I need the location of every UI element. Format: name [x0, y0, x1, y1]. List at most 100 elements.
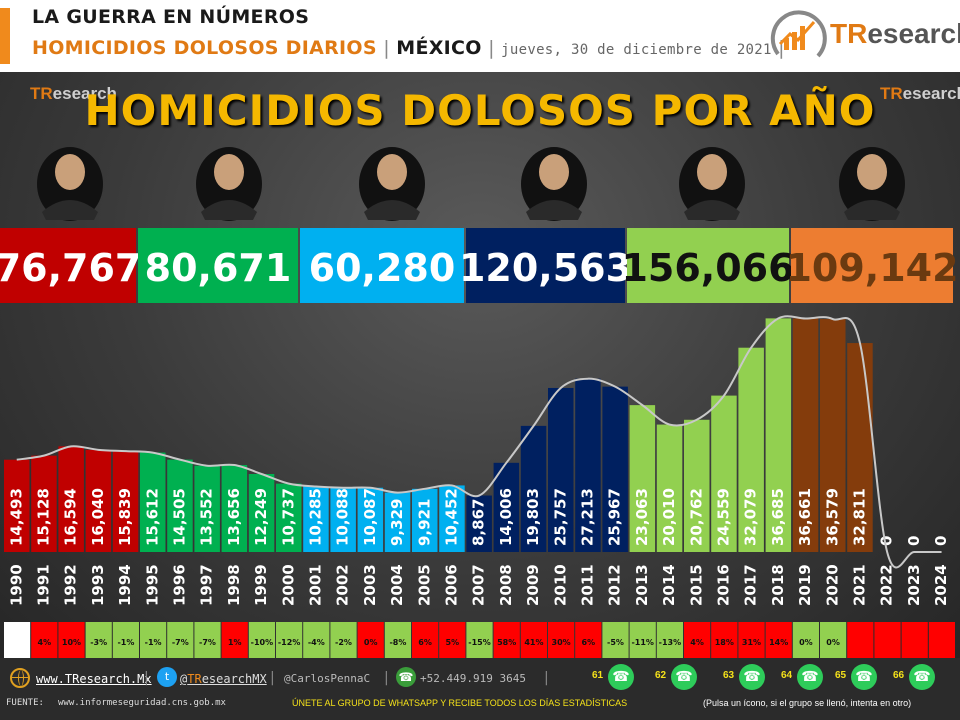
x-tick-label: 2021 [850, 564, 868, 606]
bar-value-label: 10,088 [334, 488, 352, 546]
panel-logo-right: TResearch [880, 84, 960, 104]
bar-1994 [112, 451, 139, 552]
header-separator: | [771, 37, 785, 59]
brand-tr: TR [830, 18, 868, 49]
twitter-link-at[interactable]: @ [180, 672, 188, 686]
phone-number[interactable]: +52.449.919 3645 [420, 672, 526, 685]
president-zedillo-portrait-suit [201, 200, 257, 220]
bar-2012 [602, 386, 628, 552]
pct-change-cell [4, 622, 31, 658]
bar-value-label: 20,010 [660, 488, 678, 546]
president-2: 80,671 [138, 147, 298, 303]
x-tick-label: 2019 [796, 564, 814, 606]
whatsapp-icon[interactable]: ☎ [909, 664, 935, 690]
x-tick-label: 2002 [334, 564, 352, 606]
president-fox-portrait-suit [364, 200, 420, 220]
pct-change-cell [820, 622, 847, 658]
x-tick-label: 2012 [606, 564, 624, 606]
bar-value-label: 15,128 [34, 488, 52, 546]
pct-change-cell [928, 622, 955, 658]
pct-change-cell [140, 622, 167, 658]
bar-1992 [58, 446, 84, 552]
pct-change-cell [384, 622, 411, 658]
website-link-rest[interactable]: esearch.Mx [79, 672, 152, 686]
pct-change-cell [656, 622, 683, 658]
bar-2002 [330, 487, 356, 552]
bar-2008 [493, 462, 520, 552]
pct-change-label: -15% [468, 638, 490, 647]
pct-change-label: -12% [278, 638, 300, 647]
pct-change-cell [575, 622, 602, 658]
panel-logo-tr: TR [880, 84, 903, 103]
twitter-link[interactable]: @TResearchMX [180, 672, 267, 686]
whatsapp-icon[interactable]: ☎ [851, 664, 877, 690]
bar-2019 [792, 318, 819, 552]
twitter-link-tr[interactable]: TR [187, 672, 202, 686]
x-tick-label: 1992 [62, 564, 80, 606]
bar-value-label: 8,867 [470, 499, 488, 546]
bar-value-label: 32,079 [742, 488, 760, 546]
twitter-link-rest[interactable]: esearchMX [201, 672, 267, 686]
bar-1993 [85, 449, 112, 552]
pct-change-label: 58% [497, 638, 516, 647]
president-amlo-portrait-face [857, 154, 887, 190]
bar-2021 [847, 343, 873, 552]
footer-separator: | [544, 670, 549, 686]
whatsapp-note: (Pulsa un ícono, si el grupo se llenó, i… [703, 698, 912, 708]
pct-change-label: -5% [607, 638, 624, 647]
whatsapp-icon[interactable]: ☎ [739, 664, 765, 690]
president-total-value: 156,066 [621, 246, 794, 290]
whatsapp-icon[interactable]: ☎ [608, 664, 634, 690]
x-tick-label: 1993 [89, 564, 107, 606]
president-total-value: 80,671 [145, 246, 292, 290]
website-link-tr[interactable]: www.TR [36, 672, 80, 686]
footer-separator: | [144, 670, 149, 686]
x-tick-label: 2024 [932, 564, 950, 606]
president-pena-portrait-suit [684, 200, 740, 220]
bar-2014 [656, 424, 683, 552]
footer-separator: | [384, 670, 389, 686]
bar-value-label: 13,552 [198, 488, 216, 546]
whatsapp-icon[interactable]: ☎ [797, 664, 823, 690]
pct-change-cell [466, 622, 493, 658]
x-tick-label: 2009 [524, 564, 542, 606]
bar-value-label: 27,213 [578, 488, 596, 546]
x-tick-label: 2016 [714, 564, 732, 606]
pct-change-label: -8% [389, 638, 406, 647]
president-total-box [791, 228, 953, 303]
pct-change-cell [330, 622, 357, 658]
x-tick-label: 1990 [7, 564, 25, 606]
pct-change-cell [765, 622, 792, 658]
pct-change-cell [112, 622, 139, 658]
source-url[interactable]: www.informeseguridad.cns.gob.mx [58, 698, 226, 708]
chart-title: HOMICIDIOS DOLOSOS POR AÑO [84, 86, 876, 135]
website-link[interactable]: www.TResearch.Mx [36, 672, 152, 686]
president-total-value: 120,563 [459, 246, 632, 290]
bar-2013 [629, 405, 656, 552]
author-twitter[interactable]: @CarlosPennaC [284, 672, 371, 685]
pct-change-cell [684, 622, 711, 658]
pct-change-cell [520, 622, 547, 658]
pct-change-cell [439, 622, 466, 658]
x-tick-label: 2007 [470, 564, 488, 606]
twitter-icon[interactable]: t [157, 667, 177, 687]
bar-2015 [684, 419, 710, 552]
president-3: 60,280 [300, 147, 464, 303]
pct-change-cell [31, 622, 58, 658]
trend-line [16, 315, 942, 569]
x-tick-label: 2005 [415, 564, 433, 606]
president-total-box [300, 228, 464, 303]
pct-change-label: -3% [90, 638, 107, 647]
pct-change-label: 0% [799, 638, 813, 647]
whatsapp-group-number: 65 [835, 670, 847, 681]
header-country: MÉXICO [396, 37, 482, 59]
pct-change-label: 0% [364, 638, 378, 647]
pct-change-cell [847, 622, 874, 658]
president-5: 156,066 [621, 147, 795, 303]
phone-icon[interactable]: ☎ [396, 667, 416, 687]
bar-value-label: 0 [932, 536, 950, 546]
whatsapp-group-number: 66 [893, 670, 905, 681]
pct-change-label: -1% [145, 638, 162, 647]
bar-value-label: 14,006 [497, 488, 515, 546]
whatsapp-icon[interactable]: ☎ [671, 664, 697, 690]
